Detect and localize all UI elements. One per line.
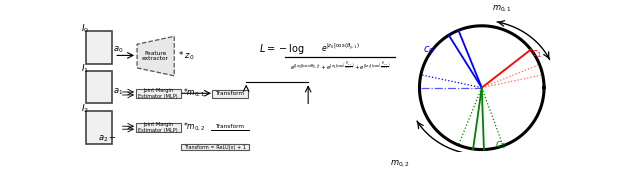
Text: Joint Margin
Estimator (MLP): Joint Margin Estimator (MLP) — [138, 88, 178, 99]
Polygon shape — [137, 36, 174, 76]
Text: $*\ z_0$: $*\ z_0$ — [178, 49, 195, 62]
FancyBboxPatch shape — [181, 144, 248, 150]
Text: $c_2$: $c_2$ — [495, 139, 506, 150]
Text: $m_{0,1}$: $m_{0,1}$ — [492, 4, 511, 14]
Text: $I_1$: $I_1$ — [81, 63, 90, 75]
Text: Transform: Transform — [215, 124, 244, 129]
Text: Transform = ReLU(x) + 1: Transform = ReLU(x) + 1 — [184, 145, 246, 150]
Text: Transform: Transform — [216, 91, 244, 96]
FancyBboxPatch shape — [136, 123, 180, 132]
Text: Joint Margin
Estimator (MLP): Joint Margin Estimator (MLP) — [138, 122, 178, 133]
Text: $*m_{0,2}$: $*m_{0,2}$ — [182, 120, 205, 133]
Text: $I_0$: $I_0$ — [81, 22, 90, 35]
Text: Feature
extractor: Feature extractor — [142, 51, 169, 61]
Text: $c_0$: $c_0$ — [423, 45, 435, 56]
FancyBboxPatch shape — [86, 31, 112, 64]
Text: $a_0$: $a_0$ — [113, 44, 124, 55]
Text: $a_2-$: $a_2-$ — [98, 134, 116, 144]
Text: $a_1$: $a_1$ — [113, 86, 124, 97]
Text: $e^{||z_0||\cos(\theta_{0,0})} + e^{|z_1|\cos\!\left(\frac{\theta_{y,1}}{m_{0,1}: $e^{||z_0||\cos(\theta_{0,0})} + e^{|z_1… — [290, 61, 390, 73]
Text: $L = -\log$: $L = -\log$ — [259, 42, 304, 56]
Text: $c_1$: $c_1$ — [531, 48, 542, 60]
FancyBboxPatch shape — [86, 111, 112, 144]
FancyBboxPatch shape — [86, 71, 112, 103]
Text: $e^{|z_0|\cos(\theta_{y,1})}$: $e^{|z_0|\cos(\theta_{y,1})}$ — [321, 42, 359, 54]
Text: $m_{0,2}$: $m_{0,2}$ — [390, 159, 410, 169]
Text: $*m_{0,1}$: $*m_{0,1}$ — [182, 86, 205, 98]
FancyBboxPatch shape — [136, 89, 180, 98]
Text: $I_2$: $I_2$ — [81, 102, 90, 115]
FancyBboxPatch shape — [212, 90, 248, 98]
